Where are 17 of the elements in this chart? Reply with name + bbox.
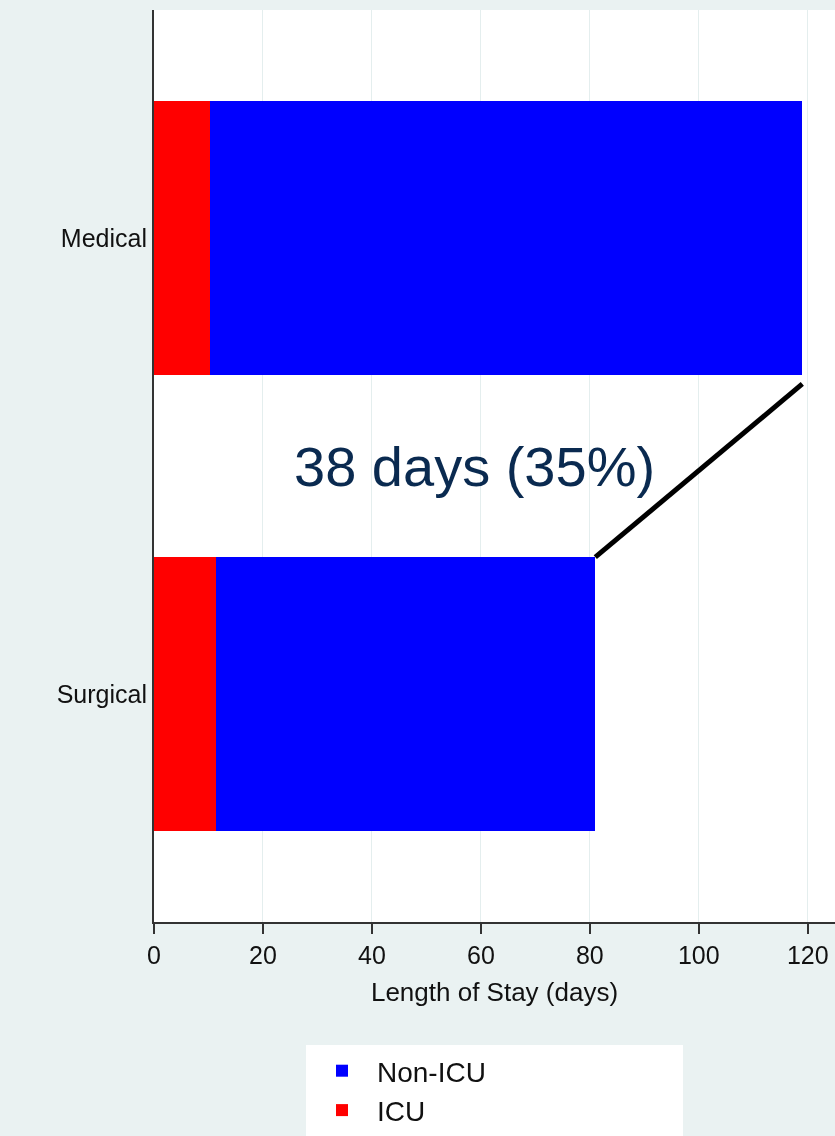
x-axis-title: Length of Stay (days): [370, 977, 619, 1008]
legend-label: ICU: [377, 1096, 426, 1128]
bar: [154, 557, 217, 831]
x-tick-label: 100: [677, 941, 720, 969]
bar: [210, 101, 803, 375]
bar: [216, 557, 596, 831]
x-tick-label: 40: [358, 941, 386, 969]
x-tick-label: 0: [147, 941, 161, 969]
x-tick-label: 20: [249, 941, 277, 969]
bar: [154, 101, 211, 375]
annotation: 38 days (35%): [294, 435, 656, 498]
x-tick-label: 80: [575, 941, 604, 969]
y-tick-label: Medical: [60, 223, 147, 252]
x-tick-label: 60: [466, 941, 495, 969]
x-tick-label: 120: [786, 941, 829, 969]
y-tick-label: Surgical: [56, 679, 147, 708]
legend-label: Non-ICU: [377, 1056, 486, 1088]
